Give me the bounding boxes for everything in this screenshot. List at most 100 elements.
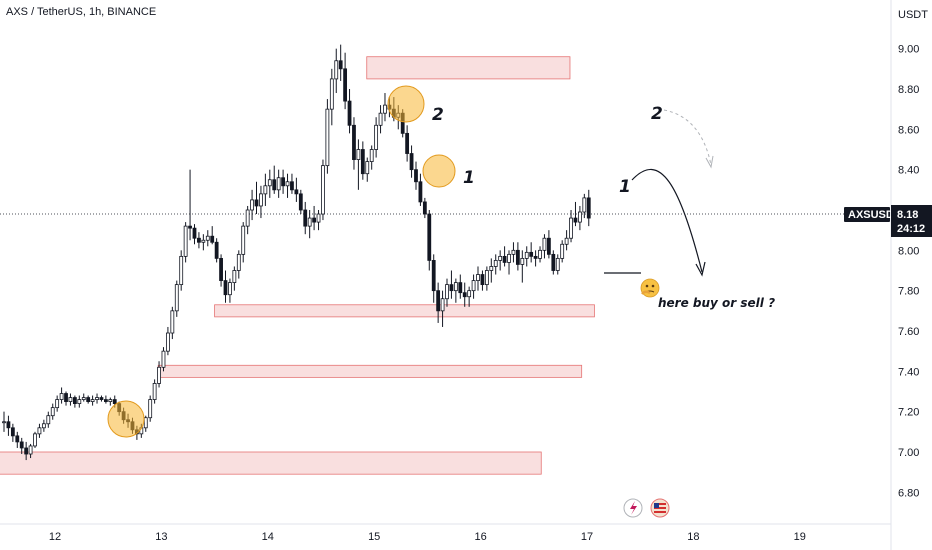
zones-layer: [0, 56, 595, 475]
candle: [192, 224, 197, 245]
candle-body: [143, 417, 148, 429]
candle: [321, 159, 325, 221]
candle-body: [360, 149, 365, 175]
price-tick-label: 7.80: [898, 286, 919, 298]
candle-body: [174, 284, 179, 312]
candle-body: [197, 237, 201, 243]
candle: [493, 254, 498, 275]
candle-body: [41, 423, 46, 429]
price-tick-label: 7.40: [898, 366, 919, 378]
sr-zone-0: [366, 56, 571, 80]
candle: [205, 230, 210, 247]
candle: [502, 246, 507, 267]
candle: [325, 99, 330, 174]
candle-body: [542, 237, 547, 251]
candle: [86, 395, 91, 404]
candle-body: [546, 237, 551, 255]
projected-drop-arrow: [631, 168, 703, 273]
candle-body: [405, 132, 410, 154]
candle: [409, 145, 414, 178]
candle-body: [157, 366, 161, 384]
candle-body: [161, 350, 166, 368]
candle-body: [183, 225, 188, 257]
candle: [347, 88, 352, 134]
candle: [95, 393, 99, 404]
candle: [560, 240, 565, 263]
candle: [64, 391, 68, 406]
time-axis[interactable]: 12 13 14 15 16 17 18 19: [0, 523, 891, 543]
candle-body: [484, 270, 489, 286]
candle: [179, 250, 184, 291]
candle: [59, 387, 64, 404]
candle-body: [334, 60, 339, 80]
candle-body: [6, 421, 11, 429]
lightning-icon[interactable]: [623, 498, 643, 518]
candle: [15, 431, 20, 448]
candle: [467, 286, 472, 307]
candle: [338, 44, 343, 81]
thinking-face-icon: [640, 278, 660, 298]
candle-body: [573, 217, 578, 223]
candle: [578, 205, 582, 231]
time-tick-label: 19: [794, 531, 806, 543]
candle: [316, 209, 321, 231]
candle: [77, 395, 82, 408]
candle-body: [59, 393, 64, 400]
candle: [183, 222, 188, 263]
candle-body: [170, 310, 175, 334]
candle-body: [272, 179, 277, 191]
candle-body: [64, 393, 68, 402]
candle-body: [90, 399, 95, 402]
candle-body: [294, 189, 299, 195]
candle: [422, 197, 427, 219]
candle-body: [352, 124, 356, 160]
candle-body: [445, 284, 449, 300]
candle-body: [68, 397, 73, 402]
time-tick-label: 14: [262, 531, 274, 543]
candle-body: [46, 415, 51, 425]
candle: [276, 169, 281, 198]
candle-body: [471, 280, 476, 292]
candle-body: [152, 383, 157, 400]
candle-body: [236, 253, 241, 271]
candle: [55, 395, 60, 412]
candle: [298, 189, 303, 215]
candle-body: [50, 407, 55, 417]
candle-body: [586, 197, 591, 219]
projected-drop-arrowhead: [695, 261, 706, 277]
price-tick-label: 8.80: [898, 84, 919, 96]
candle-body: [365, 161, 370, 175]
candle-body: [533, 255, 538, 259]
candle-body: [10, 427, 15, 437]
candle-body: [538, 249, 542, 259]
candle-body: [37, 427, 42, 435]
question-annotation: here buy or sell ?: [658, 296, 775, 310]
candle: [480, 270, 485, 291]
candle: [90, 395, 95, 406]
candle: [228, 278, 232, 303]
candle: [569, 209, 573, 243]
wave-label-1-right: 1: [619, 177, 631, 197]
candle-body: [223, 280, 228, 296]
candle-body: [95, 397, 99, 400]
candle: [152, 379, 157, 404]
candle: [515, 242, 520, 271]
candle: [33, 431, 37, 448]
candle-body: [529, 251, 534, 257]
highlight-circle-buy-zone: [107, 400, 145, 438]
price-tick-label: 8.00: [898, 245, 919, 257]
us-flag-icon[interactable]: [650, 498, 670, 518]
price-axis[interactable]: USDT 6.807.007.207.407.607.808.008.208.4…: [890, 0, 928, 550]
candle: [6, 415, 11, 436]
candle-body: [99, 397, 104, 400]
candle: [143, 415, 148, 432]
candle-body: [232, 270, 237, 283]
sr-zone-2: [157, 364, 583, 378]
candle: [360, 141, 365, 180]
candle-body: [374, 124, 379, 150]
candle-body: [569, 217, 573, 239]
highlight-circle-drop: [422, 154, 456, 188]
wave-label-2-right: 2: [651, 104, 663, 124]
